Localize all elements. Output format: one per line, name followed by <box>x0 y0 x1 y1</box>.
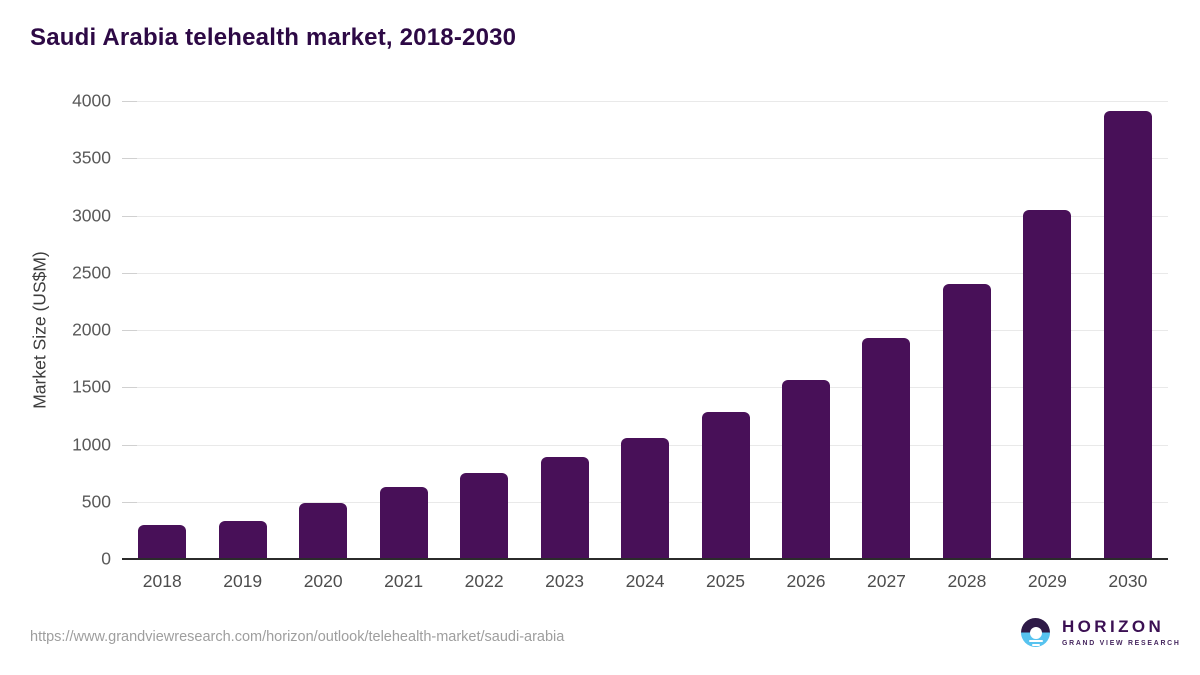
y-tickmark <box>122 101 137 102</box>
bar-2018 <box>138 524 187 559</box>
y-tick-label-2000: 2000 <box>72 319 111 340</box>
gridline-3000 <box>122 215 1168 217</box>
bar-slot-2023 <box>524 101 604 559</box>
bars-layer <box>122 101 1168 559</box>
logo-text: HORIZON GRAND VIEW RESEARCH <box>1062 617 1181 647</box>
bar-2028 <box>942 284 991 559</box>
bar-2021 <box>379 486 428 559</box>
x-axis-label-2028: 2028 <box>947 571 987 591</box>
x-axis-label-2021: 2021 <box>384 571 424 591</box>
logo-wave-shape <box>1031 643 1040 646</box>
x-axis-label-2026: 2026 <box>786 571 826 591</box>
x-axis-label-2025: 2025 <box>706 571 745 591</box>
bar-chart-plot-area: 0 500 1000 1500 2000 2500 3000 3500 4000 <box>72 91 1168 569</box>
bar-slot-2022 <box>444 101 524 559</box>
bar-slot-2028 <box>927 101 1007 559</box>
x-axis-label-2027: 2027 <box>866 571 906 591</box>
bar-2025 <box>701 411 750 559</box>
y-tick-label-2500: 2500 <box>72 262 111 283</box>
y-tickmark <box>122 158 137 160</box>
bar-2026 <box>781 380 830 559</box>
logo-wave-shape <box>1028 640 1043 643</box>
bar-slot-2024 <box>605 101 685 559</box>
x-axis-label-2018: 2018 <box>142 571 182 591</box>
y-tickmark <box>122 387 137 389</box>
bar-slot-2030 <box>1088 101 1168 559</box>
y-tick-label-1000: 1000 <box>72 434 111 454</box>
y-tick-label-1500: 1500 <box>72 376 111 397</box>
chart-title: Saudi Arabia telehealth market, 2018-203… <box>30 24 517 51</box>
x-axis-label-2019: 2019 <box>223 571 263 591</box>
bar-slot-2029 <box>1007 101 1087 559</box>
bar-slot-2027 <box>846 101 926 559</box>
y-tickmark <box>122 330 137 331</box>
gridline-2500 <box>122 272 1168 274</box>
y-tick-label-4000: 4000 <box>72 90 111 111</box>
bar-2020 <box>299 503 348 559</box>
bar-slot-2021 <box>363 101 443 559</box>
gridline-3500 <box>122 158 1168 160</box>
bar-2023 <box>540 456 589 559</box>
y-tickmark <box>122 501 137 503</box>
x-axis-label-2020: 2020 <box>303 571 343 591</box>
y-tickmark <box>122 272 137 274</box>
bar-slot-2025 <box>685 101 765 559</box>
bar-2019 <box>218 520 267 559</box>
y-tick-label-500: 500 <box>81 491 111 512</box>
logo-title: HORIZON <box>1062 617 1165 637</box>
bar-slot-2018 <box>122 101 202 559</box>
gridline-2000 <box>122 330 1168 331</box>
bar-slot-2019 <box>202 101 282 559</box>
bar-2030 <box>1103 110 1152 559</box>
y-tick-label-3000: 3000 <box>72 205 111 225</box>
logo-sun-shape <box>1029 626 1042 639</box>
source-url-text: https://www.grandviewresearch.com/horizo… <box>30 629 565 645</box>
bar-2029 <box>1023 209 1072 559</box>
gridline-4000 <box>122 101 1168 102</box>
bar-2027 <box>862 338 911 559</box>
bar-slot-2020 <box>283 101 363 559</box>
x-axis-label-2023: 2023 <box>545 571 585 591</box>
y-tickmark <box>122 444 137 446</box>
y-tickmark <box>122 215 137 217</box>
gridline-1500 <box>122 387 1168 389</box>
x-axis-label-2029: 2029 <box>1027 571 1067 591</box>
y-tick-label-0: 0 <box>101 548 111 569</box>
x-axis-line <box>122 558 1168 560</box>
bar-2022 <box>460 472 509 559</box>
x-axis-label-2030: 2030 <box>1108 571 1148 591</box>
logo-subtitle: GRAND VIEW RESEARCH <box>1062 639 1181 647</box>
y-axis-title: Market Size (US$M) <box>29 251 50 409</box>
bar-slot-2026 <box>766 101 846 559</box>
y-tick-label-3500: 3500 <box>72 147 111 168</box>
x-axis-label-2024: 2024 <box>625 571 665 591</box>
x-axis-labels: 2018 2019 2020 2021 2022 2023 2024 2025 2026 2027… <box>122 571 1168 592</box>
bar-2024 <box>621 437 670 559</box>
horizon-logo: HORIZON GRAND VIEW RESEARCH <box>1021 617 1181 647</box>
x-axis-label-2022: 2022 <box>464 571 504 591</box>
sunset-horizon-circle-icon <box>1021 618 1050 647</box>
